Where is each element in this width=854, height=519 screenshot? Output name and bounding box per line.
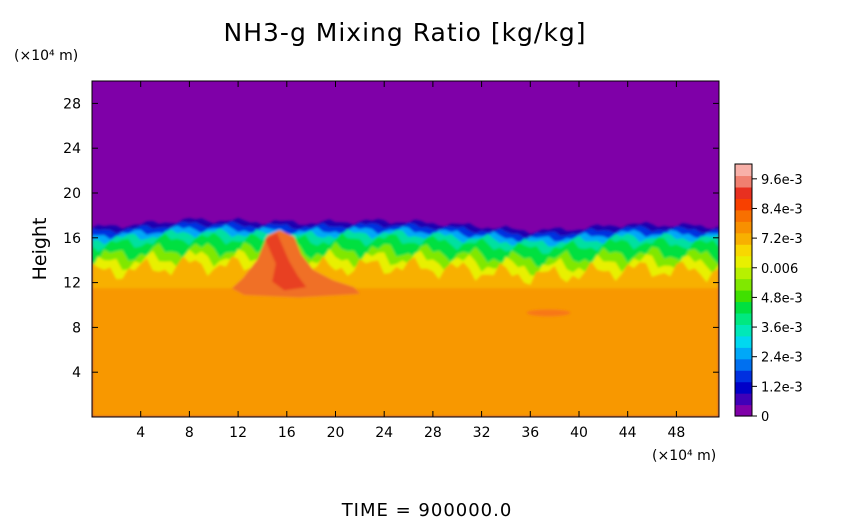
x-axis-unit: (×10⁴ m)	[652, 448, 716, 464]
y-axis-ticks: 4 8 12 16 20 24 28	[63, 96, 719, 381]
x-tick-label: 28	[424, 425, 442, 441]
patch	[526, 309, 571, 317]
colorbar-tick-label: 3.6e-3	[761, 321, 803, 336]
colorbar-swatch	[735, 232, 752, 245]
y-axis-unit: (×10⁴ m)	[14, 48, 78, 64]
plume	[232, 230, 360, 298]
colorbar-swatch	[735, 221, 752, 234]
x-tick-label: 36	[521, 425, 539, 441]
y-axis-label: Height	[29, 218, 51, 281]
colorbar-swatches	[735, 164, 752, 417]
x-tick-label: 12	[229, 425, 247, 441]
y-tick-label: 16	[63, 231, 81, 247]
x-tick-label: 16	[278, 425, 296, 441]
x-tick-label: 48	[667, 425, 685, 441]
colorbar-swatch	[735, 198, 752, 211]
plume-core	[264, 233, 307, 291]
colorbar-swatch	[735, 186, 752, 199]
colorbar-swatch	[735, 209, 752, 222]
colorbar-tick-label: 2.4e-3	[761, 351, 803, 366]
x-tick-label: 8	[185, 425, 194, 441]
lower-layer	[92, 288, 719, 417]
plot-area	[92, 81, 719, 417]
colorbar-tick-label: 9.6e-3	[761, 173, 803, 188]
colorbar-tick-label: 0.006	[761, 262, 798, 277]
field-layers	[92, 217, 719, 417]
x-tick-label: 40	[570, 425, 588, 441]
colorbar-swatch	[735, 164, 752, 177]
colorbar-swatch	[735, 244, 752, 257]
colorbar-swatch	[735, 393, 752, 406]
x-tick-label: 24	[375, 425, 393, 441]
colorbar-swatch	[735, 347, 752, 360]
chart-title: NH3-g Mixing Ratio [kg/kg]	[224, 18, 587, 47]
colorbar-swatch	[735, 358, 752, 371]
colorbar-swatch	[735, 324, 752, 337]
x-tick-label: 20	[327, 425, 345, 441]
colorbar-swatch	[735, 312, 752, 325]
y-tick-label: 8	[72, 320, 81, 336]
y-tick-label: 24	[63, 141, 81, 157]
x-tick-label: 44	[619, 425, 637, 441]
colorbar-tick-label: 1.2e-3	[761, 380, 803, 395]
colorbar-tick-label: 4.8e-3	[761, 291, 803, 306]
colorbar-swatch	[735, 381, 752, 394]
colorbar-swatch	[735, 255, 752, 268]
colorbar-swatch	[735, 370, 752, 383]
colorbar-swatch	[735, 301, 752, 314]
colorbar-frame	[734, 163, 753, 417]
y-tick-label: 12	[63, 276, 81, 292]
y-tick-label: 20	[63, 186, 81, 202]
plot-frame	[91, 80, 720, 418]
y-tick-label: 4	[72, 365, 81, 381]
colorbar-swatch	[735, 290, 752, 303]
colorbar-tick-label: 0	[761, 410, 769, 425]
colorbar: 0 1.2e-3 2.4e-3 3.6e-3 4.8e-3 0.006 7.2e-3 8.4e…	[734, 163, 803, 425]
colorbar-swatch	[735, 267, 752, 280]
y-tick-label: 28	[63, 96, 81, 112]
colorbar-ticks: 0 1.2e-3 2.4e-3 3.6e-3 4.8e-3 0.006 7.2e-3 8.4e…	[752, 173, 803, 425]
x-axis-ticks: 4 8 12 16 20 24 28 32 36 40 44 48	[136, 81, 685, 441]
colorbar-swatch	[735, 278, 752, 291]
x-tick-label: 4	[136, 425, 145, 441]
colorbar-swatch	[735, 335, 752, 348]
x-tick-label: 32	[473, 425, 491, 441]
colorbar-tick-label: 8.4e-3	[761, 202, 803, 217]
colorbar-tick-label: 7.2e-3	[761, 232, 803, 247]
colorbar-swatch	[735, 404, 752, 417]
colorbar-swatch	[735, 175, 752, 188]
time-label: TIME = 900000.0	[341, 500, 513, 519]
